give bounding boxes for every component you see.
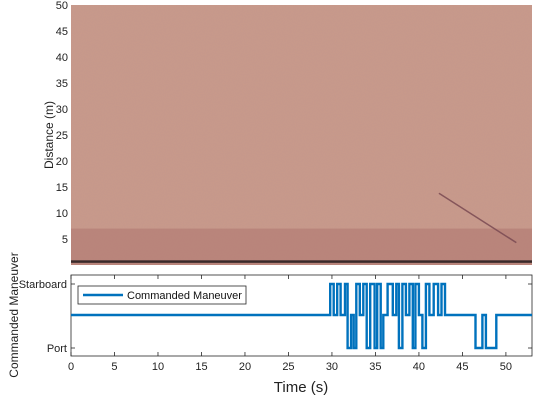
heatmap-y-tick-label: 45 (56, 26, 68, 38)
commanded-maneuver-line (71, 282, 532, 350)
heatmap-near-band (71, 228, 532, 265)
heatmap-noise (71, 5, 532, 265)
x-tick-label: 5 (111, 361, 117, 373)
heatmap-y-tick-label: 5 (62, 234, 68, 246)
heatmap-y-axis-label: Distance (m) (42, 101, 56, 169)
legend-label: Commanded Maneuver (127, 290, 242, 302)
x-tick-label: 15 (195, 361, 207, 373)
heatmap-y-tick-label: 40 (56, 52, 68, 64)
x-tick-label: 50 (500, 361, 512, 373)
x-tick-label: 20 (239, 361, 251, 373)
x-tick-label: 35 (369, 361, 381, 373)
x-tick-label: 10 (152, 361, 164, 373)
maneuver-y-ticks: Starboard Port (19, 279, 532, 355)
x-tick-label: 45 (456, 361, 468, 373)
x-tick-label: 0 (68, 361, 74, 373)
heatmap-y-tick-label: 30 (56, 104, 68, 116)
heatmap-y-tick-label: 20 (56, 156, 68, 168)
heatmap-y-tick-label: 50 (56, 0, 68, 12)
maneuver-y-axis-label: Commanded Maneuver (7, 252, 21, 377)
maneuver-panel: Starboard Port 0 5 10 15 20 25 30 35 40 45 50 Comma… (7, 252, 533, 396)
x-tick-label: 30 (326, 361, 338, 373)
legend: Commanded Maneuver (77, 285, 247, 305)
heatmap-streak (438, 192, 517, 244)
maneuver-x-ticks: 0 5 10 15 20 25 30 35 40 45 50 (68, 275, 512, 373)
heatmap-y-ticks: 5 10 15 20 25 30 35 40 45 50 (56, 0, 68, 246)
x-tick-label: 25 (282, 361, 294, 373)
heatmap-y-tick-label: 15 (56, 182, 68, 194)
legend-box (77, 285, 247, 305)
heatmap-bottom-line (71, 260, 532, 263)
heatmap-y-tick-label: 10 (56, 208, 68, 220)
heatmap-y-tick-label: 25 (56, 130, 68, 142)
x-tick-label: 40 (413, 361, 425, 373)
maneuver-y-tick-label: Starboard (19, 279, 67, 291)
heatmap-y-tick-label: 35 (56, 78, 68, 90)
heatmap-panel: 5 10 15 20 25 30 35 40 45 50 Distance (m) (42, 0, 532, 265)
x-axis-label: Time (s) (274, 379, 328, 396)
maneuver-y-tick-label: Port (47, 343, 67, 355)
